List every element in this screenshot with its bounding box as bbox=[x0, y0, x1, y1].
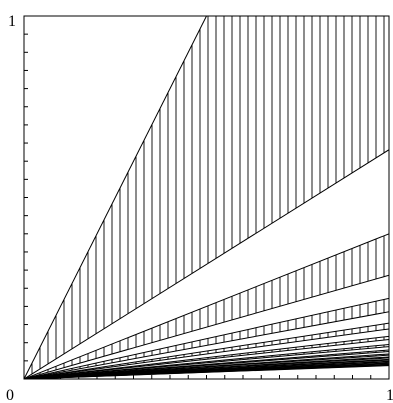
wedge-3-lower-edge bbox=[24, 311, 389, 379]
wedge-2-lower-edge bbox=[24, 274, 389, 379]
wedge-14-lower-edge bbox=[24, 365, 389, 379]
wedge-edges-layer bbox=[24, 16, 389, 379]
wedge-3-upper-edge bbox=[24, 297, 389, 379]
wedge-2-upper-edge bbox=[24, 233, 389, 379]
wedge-5-upper-edge bbox=[24, 335, 389, 379]
tick-marks-layer bbox=[24, 33, 372, 379]
y-axis-max-label: 1 bbox=[8, 13, 16, 30]
x-axis-max-label: 1 bbox=[386, 387, 393, 403]
wedge-5-lower-edge bbox=[24, 339, 389, 379]
wedge-1-lower-edge bbox=[24, 149, 389, 379]
wedge-4-lower-edge bbox=[24, 328, 389, 379]
hatching-layer bbox=[31, 16, 385, 379]
plot-frame bbox=[23, 15, 390, 380]
origin-label: 0 bbox=[6, 387, 14, 403]
wedge-1-upper-edge bbox=[24, 16, 207, 379]
wedge-6-lower-edge bbox=[24, 346, 389, 379]
wedge-4-upper-edge bbox=[24, 322, 389, 379]
